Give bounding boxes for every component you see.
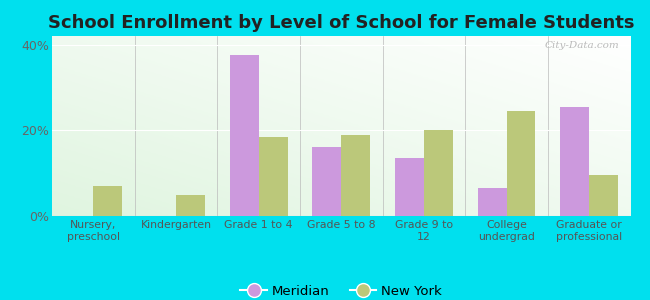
Bar bbox=[94, 186, 122, 216]
Bar bbox=[560, 107, 589, 216]
Bar bbox=[259, 137, 287, 216]
Text: City-Data.com: City-Data.com bbox=[544, 41, 619, 50]
Title: School Enrollment by Level of School for Female Students: School Enrollment by Level of School for… bbox=[48, 14, 634, 32]
Bar bbox=[341, 135, 370, 216]
Bar bbox=[176, 195, 205, 216]
Bar bbox=[229, 55, 259, 216]
Bar bbox=[506, 111, 536, 216]
Bar bbox=[478, 188, 506, 216]
Bar bbox=[395, 158, 424, 216]
Legend: Meridian, New York: Meridian, New York bbox=[235, 279, 447, 300]
Bar bbox=[312, 147, 341, 216]
Bar bbox=[424, 130, 453, 216]
Bar bbox=[589, 175, 618, 216]
